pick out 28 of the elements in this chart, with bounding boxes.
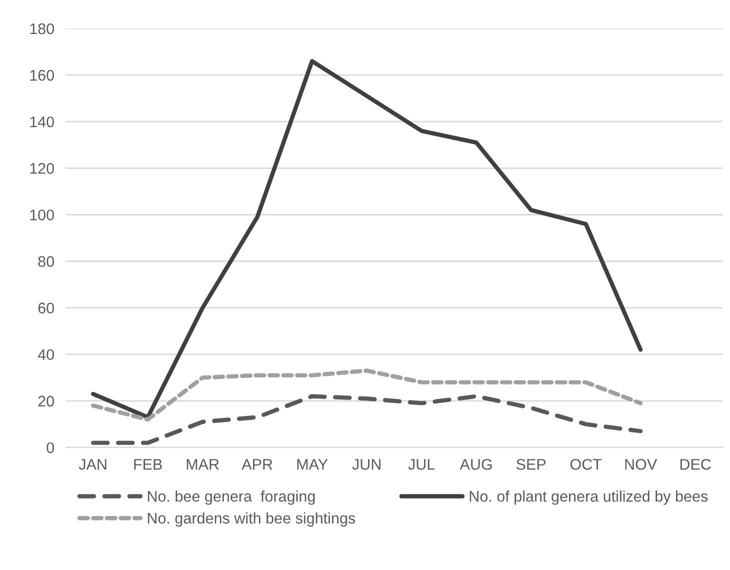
legend-label: No. bee genera foraging — [148, 490, 315, 505]
x-tick-label: AUG — [460, 458, 492, 470]
x-tick-label: MAY — [297, 459, 328, 470]
y-tick-label: 40 — [38, 349, 54, 360]
x-tick-label: OCT — [570, 458, 602, 470]
line-series — [90, 368, 643, 422]
x-tick-label: FEB — [134, 459, 162, 470]
x-tick-label: JAN — [78, 459, 106, 470]
legend-label: No. of plant genera utilized by bees — [470, 490, 708, 505]
x-tick-label: SEP — [516, 458, 546, 470]
y-tick-label: 0 — [46, 442, 54, 454]
x-tick-label: NOV — [625, 458, 658, 470]
y-tick-label: 80 — [38, 256, 54, 267]
y-tick-label: 180 — [30, 23, 54, 34]
legend-label: No. gardens with bee sightings — [148, 512, 356, 527]
y-tick-label: 140 — [30, 116, 54, 128]
y-tick-label: 60 — [38, 302, 54, 314]
line-series — [90, 394, 643, 445]
x-tick-label: DEC — [680, 458, 711, 470]
y-tick-label: 20 — [38, 396, 54, 407]
line-series — [90, 59, 643, 420]
y-tick-label: 100 — [30, 210, 54, 220]
y-tick-label: 160 — [30, 70, 54, 81]
y-tick-label: 120 — [30, 163, 54, 174]
x-tick-label: MAR — [186, 459, 219, 470]
x-tick-label: APR — [242, 459, 272, 470]
x-tick-label: JUN — [352, 459, 380, 470]
x-tick-label: JUL — [408, 459, 435, 470]
